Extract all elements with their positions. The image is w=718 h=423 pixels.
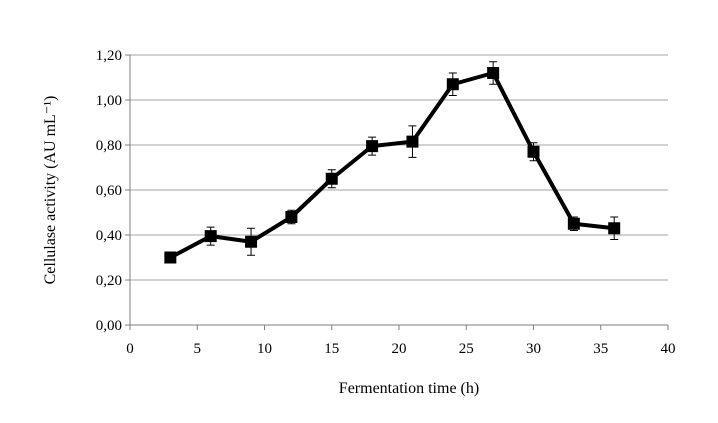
y-tick-label: 0,40 [96, 228, 122, 244]
series-line [169, 71, 615, 260]
y-ticks: 0,00 0,20 0,40 0,60 0,80 1,00 1,20 [96, 48, 130, 334]
data-point [325, 172, 338, 185]
data-point [487, 67, 500, 79]
data-point [567, 217, 580, 230]
data-point [366, 140, 379, 153]
x-tick-label: 0 [126, 341, 134, 357]
data-point [164, 251, 177, 264]
data-point [446, 78, 459, 91]
x-tick-label: 25 [459, 341, 474, 357]
data-point [285, 211, 298, 223]
data-point [406, 135, 419, 148]
x-tick-label: 30 [526, 341, 541, 357]
x-tick-label: 10 [257, 341, 272, 357]
y-tick-label: 1,00 [96, 93, 122, 109]
data-point [204, 230, 217, 243]
x-tick-label: 20 [392, 341, 407, 357]
y-axis-title: Cellulase activity (AU mL⁻¹) [42, 96, 59, 285]
y-tick-label: 0,80 [96, 138, 122, 154]
x-tick-label: 5 [194, 341, 202, 357]
y-tick-label: 0,60 [96, 183, 122, 199]
y-tick-label: 0,00 [96, 318, 122, 334]
data-point [608, 222, 621, 235]
gridlines [130, 54, 668, 281]
data-point [245, 235, 258, 248]
x-axis-title: Fermentation time (h) [339, 380, 479, 397]
y-tick-label: 0,20 [96, 273, 122, 289]
x-tick-label: 40 [661, 341, 676, 357]
x-ticks: 0 5 10 15 20 25 30 35 40 [126, 325, 676, 357]
x-tick-label: 35 [593, 341, 608, 357]
series [164, 61, 621, 264]
y-tick-label: 1,20 [96, 48, 122, 64]
data-point [527, 145, 540, 158]
x-tick-label: 15 [324, 341, 339, 357]
